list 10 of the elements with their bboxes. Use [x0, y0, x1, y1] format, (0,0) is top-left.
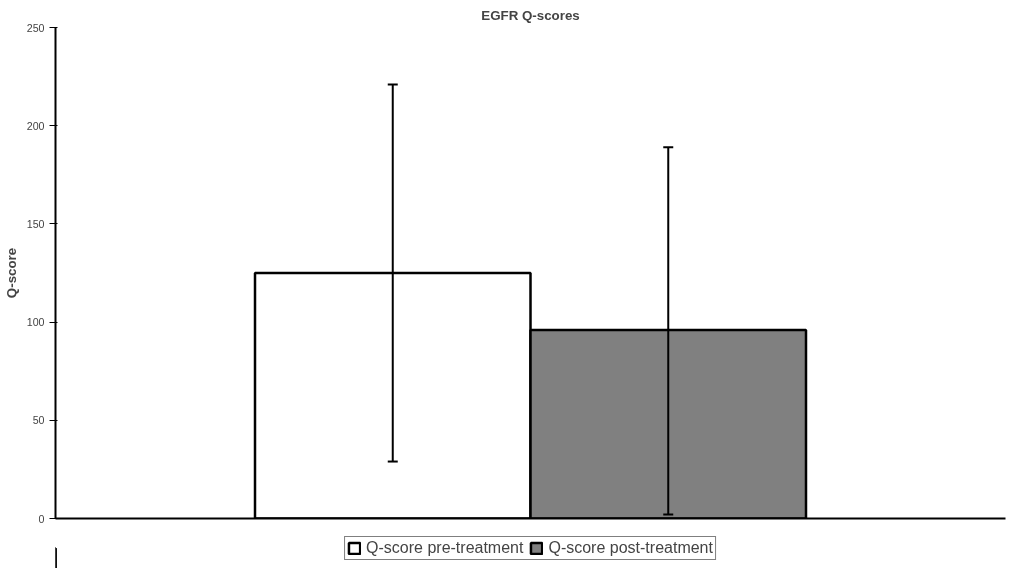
y-tick-label: 0 — [38, 512, 45, 525]
legend-label: Q-score pre-treatment — [366, 539, 524, 557]
y-axis-title: Q-score — [3, 247, 19, 299]
y-tick-label: 150 — [26, 217, 45, 230]
y-tick-label: 250 — [26, 21, 45, 34]
y-tick-label: 100 — [26, 316, 45, 329]
chart-title: EGFR Q-scores — [481, 7, 580, 23]
legend-label: Q-score post-treatment — [548, 539, 713, 557]
y-tick-label: 50 — [32, 414, 45, 427]
y-tick-label: 200 — [26, 119, 45, 132]
